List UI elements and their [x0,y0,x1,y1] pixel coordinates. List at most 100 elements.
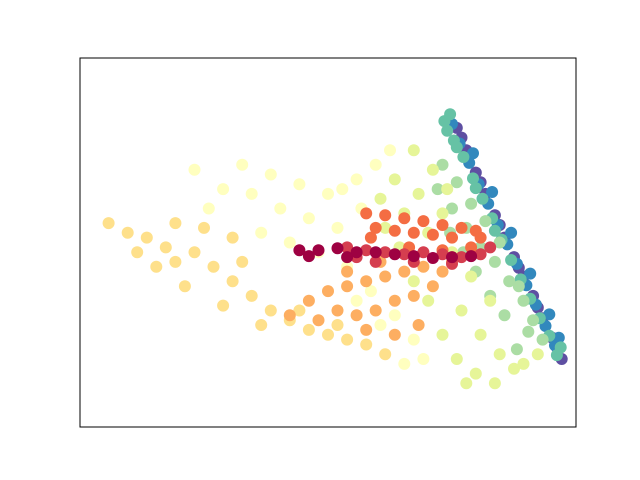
scatter-point [455,304,468,317]
scatter-point [527,314,540,327]
scatter-point [341,280,354,293]
scatter-point [369,246,382,259]
scatter-point [388,328,401,341]
scatter-point [341,251,354,264]
scatter-point [505,226,518,239]
scatter-point [341,333,354,346]
scatter-point [450,353,463,365]
scatter-point [226,231,239,244]
scatter-point [302,212,315,225]
scatter-point [469,182,482,195]
scatter-point [283,236,296,249]
scatter-point [255,319,268,331]
scatter-point [467,172,479,185]
scatter-point [360,244,373,257]
scatter-point [550,349,563,362]
scatter-point [245,289,258,302]
scatter-point [441,124,454,137]
scatter-point [169,217,182,230]
scatter-point [431,183,444,196]
scatter-point [264,304,277,317]
scatter-point [102,217,115,230]
scatter-point [360,275,373,288]
scatter-point [446,202,458,215]
scatter-point [474,248,487,261]
scatter-point [207,260,220,273]
scatter-point [369,255,382,268]
scatter-point [293,304,306,317]
scatter-point [446,251,458,264]
scatter-point [264,168,277,181]
scatter-point [169,255,182,268]
scatter-point [467,147,479,160]
scatter-point [388,173,401,186]
scatter-point [255,226,268,239]
scatter-point [436,328,449,341]
scatter-point [436,219,449,231]
scatter-point [369,158,382,171]
scatter-point [503,275,516,288]
scatter-point [426,280,439,293]
scatter-point [360,207,373,220]
scatter-point [398,212,411,225]
scatter-point [455,221,468,234]
scatter-point [465,241,478,254]
scatter-point [236,255,249,268]
scatter-point [374,192,387,205]
scatter-point [508,362,520,375]
scatter-point [398,265,411,278]
scatter-point [331,304,344,317]
scatter-point [388,224,401,237]
scatter-point [302,294,315,307]
scatter-point [412,187,425,200]
scatter-point [412,319,425,331]
scatter-point [469,367,482,380]
scatter-point [469,224,482,237]
scatter-point [302,323,315,336]
scatter-point [350,309,363,322]
scatter-point [455,251,468,264]
scatter-point [293,244,306,257]
scatter-point [226,275,239,288]
scatter-point [465,270,478,283]
scatter-point [131,246,144,259]
scatter-point [245,187,258,200]
scatter-point [417,246,430,259]
scatter-point [331,242,344,255]
scatter-point [202,202,215,215]
scatter-point [388,248,401,261]
scatter-point [457,151,470,163]
scatter-point [488,255,501,268]
scatter-point [293,178,306,191]
scatter-point [178,280,191,293]
scatter-point [369,221,382,234]
scatter-point [364,285,377,298]
scatter-point [505,254,518,266]
scatter-point [217,299,230,312]
scatter-point [417,215,430,228]
scatter-point [484,294,497,307]
scatter-point [465,197,478,210]
scatter-point [159,241,172,254]
scatter-point [436,248,449,261]
scatter-point [350,294,363,307]
scatter-point [217,183,230,196]
scatter-point [524,267,537,280]
scatter-point [407,289,420,302]
scatter-point [188,163,201,176]
scatter-point [360,323,373,336]
scatter-point [450,141,463,154]
scatter-point [312,244,325,257]
scatter-point [379,221,392,234]
scatter-point [360,338,373,351]
scatter-point [336,183,349,196]
scatter-point [312,314,325,327]
scatter-point [384,144,396,157]
scatter-point [488,377,501,390]
scatter-point [379,209,392,222]
scatter-point [283,309,296,322]
scatter-point [140,231,153,244]
scatter-point [417,353,430,365]
plot-frame [79,57,577,428]
